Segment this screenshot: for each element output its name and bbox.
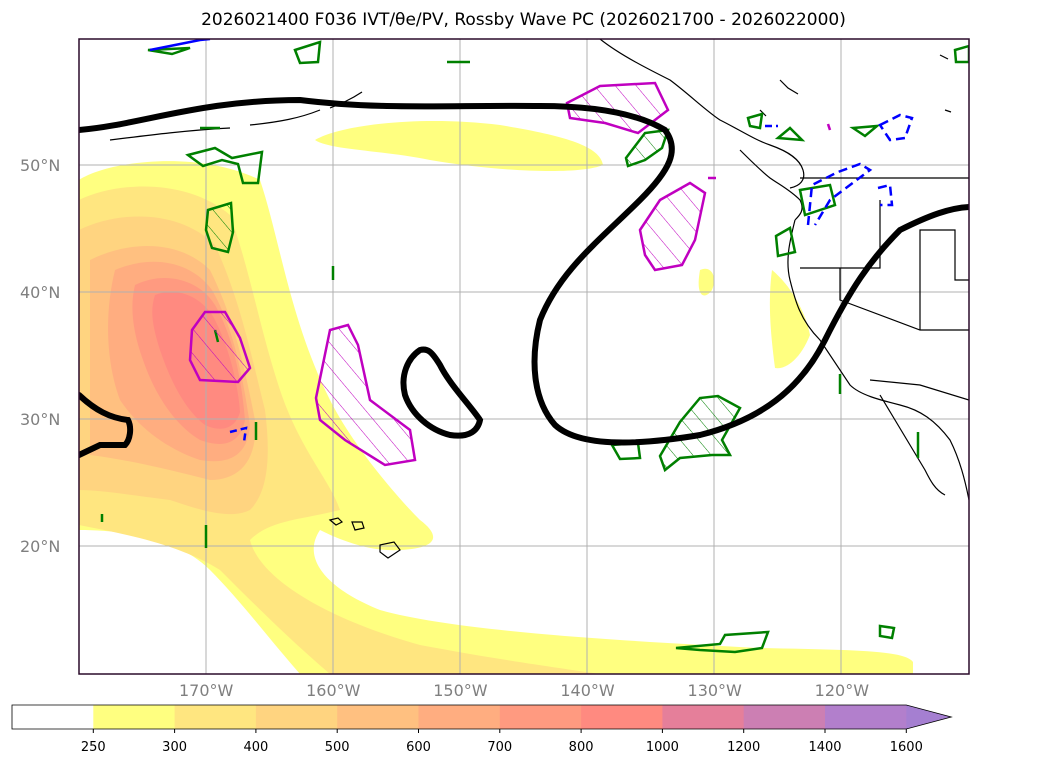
- map-grid: [79, 39, 969, 674]
- rossby-west: [79, 392, 134, 458]
- te-contour-8: [774, 126, 806, 142]
- map-title: 2026021400 F036 IVT/θe/PV, Rossby Wave P…: [201, 10, 846, 30]
- se-alaska-islands: [759, 54, 952, 117]
- te-contour-7: [774, 226, 797, 258]
- colorbar-tick-label: 500: [324, 740, 350, 755]
- colorbar-tick-label: 800: [568, 740, 594, 755]
- te-contour-9: [746, 112, 764, 130]
- te-contour-10: [849, 124, 881, 138]
- te-contour-15: [147, 46, 191, 56]
- colorbar-segment: [743, 705, 826, 729]
- lat-tick-label: 20°N: [20, 537, 61, 556]
- bc-coast: [739, 149, 803, 221]
- te-contour-2: [204, 201, 235, 254]
- colorbar-outline: [11, 704, 953, 730]
- colorbar-extend-arrow: [906, 705, 952, 729]
- colorbar: [11, 704, 953, 733]
- colorbar-tick-label: 1600: [889, 740, 923, 755]
- lon-tick-label: 130°W: [687, 681, 742, 700]
- lat-tick-label: 50°N: [20, 156, 61, 175]
- te-contour-14: [953, 44, 969, 64]
- colorbar-segment: [255, 705, 338, 729]
- theta-e-dashed-contours: [149, 39, 914, 443]
- pv-contour-2: [638, 181, 707, 272]
- colorbar-tick-label: 1200: [727, 740, 761, 755]
- te-contour-3: [293, 40, 322, 65]
- colorbar-tick-label: 1000: [645, 740, 679, 755]
- ivt-band-250-east2: [698, 268, 715, 296]
- te-contour-11: [798, 183, 837, 217]
- colorbar-tick-label: 1400: [808, 740, 842, 755]
- te-contour-4: [624, 128, 670, 168]
- colorbar-segment: [93, 705, 176, 729]
- lon-tick-label: 120°W: [814, 681, 870, 700]
- lon-tick-label: 170°W: [178, 681, 234, 700]
- state-border-2: [839, 268, 969, 331]
- map-frame: [78, 38, 970, 675]
- colorbar-segment: [825, 705, 907, 729]
- te-contour-12: [675, 630, 770, 654]
- colorbar-segment: [662, 705, 745, 729]
- colorbar-segment: [581, 705, 663, 729]
- te-dash-2: [878, 113, 914, 142]
- colorbar-segment: [337, 705, 419, 729]
- alaska-coast: [599, 39, 805, 189]
- lon-tick-label: 140°W: [560, 681, 615, 700]
- colorbar-tick-label: 250: [80, 740, 106, 755]
- lon-tick-label: 150°W: [433, 681, 488, 700]
- pv-contour-4: [314, 323, 417, 467]
- state-border-1: [800, 200, 881, 269]
- pv-contour-3: [188, 310, 252, 384]
- colorbar-segment: [418, 705, 501, 729]
- colorbar-segment: [499, 705, 582, 729]
- ivt-band-250-east: [769, 270, 810, 369]
- mexico-border: [869, 379, 969, 401]
- ivt-shading: [79, 120, 913, 674]
- colorbar-segment: [174, 705, 257, 729]
- us-west-coast: [787, 219, 969, 501]
- hawaii-3: [379, 541, 401, 559]
- state-border-3: [919, 229, 969, 330]
- te-dash-3: [877, 183, 894, 207]
- colorbar-tick-label: 700: [487, 740, 513, 755]
- lon-tick-label: 160°W: [306, 681, 361, 700]
- rossby-wave-contour: [79, 96, 969, 458]
- colorbar-segment: [12, 705, 94, 729]
- te-contour-13: [878, 624, 896, 640]
- hawaii-1: [328, 517, 344, 526]
- ivt-band-250-north: [315, 120, 603, 172]
- hawaii-2: [351, 521, 365, 531]
- lat-tick-label: 40°N: [20, 283, 61, 302]
- rossby-closed-loop: [400, 346, 484, 439]
- colorbar-tick-label: 300: [162, 740, 187, 755]
- te-dash-4: [229, 426, 248, 443]
- rossby-main: [79, 96, 969, 446]
- te-dash-1: [806, 162, 873, 226]
- colorbar-tick-label: 400: [243, 740, 269, 755]
- colorbar-tick-label: 600: [406, 740, 431, 755]
- te-contour-1: [185, 146, 264, 185]
- baja: [879, 394, 946, 496]
- pv-dot-2: [826, 123, 832, 131]
- lat-tick-label: 30°N: [20, 410, 61, 429]
